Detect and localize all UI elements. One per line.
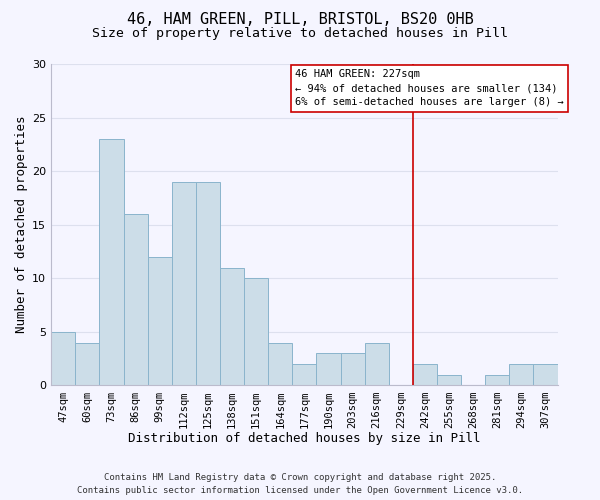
Bar [341, 354, 365, 386]
Bar [437, 375, 461, 386]
Bar [196, 182, 220, 386]
Bar [220, 268, 244, 386]
Bar [100, 139, 124, 386]
Bar [292, 364, 316, 386]
Bar [365, 342, 389, 386]
Bar [485, 375, 509, 386]
Bar [533, 364, 557, 386]
Text: Contains HM Land Registry data © Crown copyright and database right 2025.
Contai: Contains HM Land Registry data © Crown c… [77, 474, 523, 495]
Bar [268, 342, 292, 386]
Text: 46 HAM GREEN: 227sqm
← 94% of detached houses are smaller (134)
6% of semi-detac: 46 HAM GREEN: 227sqm ← 94% of detached h… [295, 70, 563, 108]
Bar [75, 342, 100, 386]
X-axis label: Distribution of detached houses by size in Pill: Distribution of detached houses by size … [128, 432, 481, 445]
Bar [316, 354, 341, 386]
Bar [509, 364, 533, 386]
Bar [51, 332, 75, 386]
Text: Size of property relative to detached houses in Pill: Size of property relative to detached ho… [92, 28, 508, 40]
Bar [124, 214, 148, 386]
Bar [413, 364, 437, 386]
Bar [172, 182, 196, 386]
Y-axis label: Number of detached properties: Number of detached properties [15, 116, 28, 334]
Bar [244, 278, 268, 386]
Text: 46, HAM GREEN, PILL, BRISTOL, BS20 0HB: 46, HAM GREEN, PILL, BRISTOL, BS20 0HB [127, 12, 473, 28]
Bar [148, 257, 172, 386]
